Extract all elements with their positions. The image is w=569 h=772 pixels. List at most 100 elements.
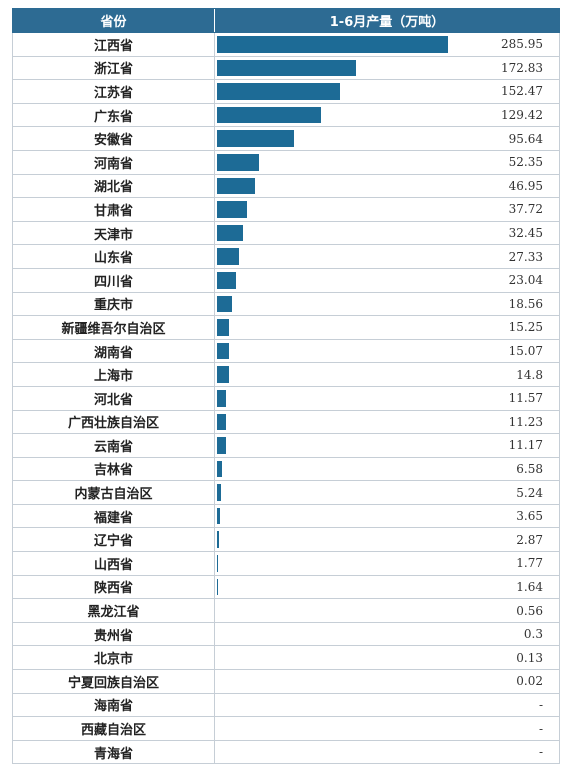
bar	[217, 555, 218, 572]
value-label: -	[538, 697, 543, 712]
value-label: 14.8	[516, 367, 543, 382]
bar-cell: 2.87	[215, 528, 559, 551]
table-row: 浙江省 172.83	[12, 56, 560, 81]
province-label: 甘肃省	[13, 198, 215, 221]
bar-cell: 11.17	[215, 434, 559, 457]
value-label: 0.13	[516, 650, 543, 665]
bar-cell: 6.58	[215, 458, 559, 481]
bar-cell: -	[215, 741, 559, 764]
bar	[217, 578, 218, 596]
province-label: 江苏省	[13, 80, 215, 103]
value-label: 1.77	[516, 556, 543, 571]
value-label: 37.72	[508, 202, 543, 217]
bar-cell: 32.45	[215, 222, 559, 245]
province-label: 天津市	[13, 221, 215, 245]
table-row: 青海省 -	[12, 740, 560, 765]
province-label: 上海市	[13, 363, 215, 386]
table-row: 陕西省 1.64	[12, 575, 560, 600]
header-province: 省份	[13, 9, 215, 32]
bar	[217, 177, 255, 195]
province-label: 宁夏回族自治区	[13, 670, 215, 693]
value-label: 3.65	[516, 509, 543, 524]
header-output: 1-6月产量（万吨）	[329, 15, 445, 30]
value-label: 32.45	[508, 226, 543, 241]
value-label: 11.57	[508, 391, 543, 406]
bar-cell: 1.77	[215, 552, 559, 575]
table-row: 甘肃省 37.72	[12, 198, 560, 222]
bar	[217, 201, 247, 218]
bar	[217, 366, 229, 383]
table-row: 山西省 1.77	[12, 552, 560, 576]
bar-cell: 11.57	[215, 387, 559, 410]
value-label: 5.24	[516, 485, 543, 500]
value-label: 0.56	[516, 603, 543, 618]
province-label: 吉林省	[13, 457, 215, 481]
value-label: 172.83	[501, 60, 543, 75]
province-label: 江西省	[13, 33, 215, 56]
table-row: 四川省 23.04	[12, 268, 560, 293]
bar	[217, 295, 232, 313]
bar	[217, 437, 226, 454]
bar	[217, 130, 294, 147]
table-row: 河南省 52.35	[12, 150, 560, 175]
bar-cell: 23.04	[215, 269, 559, 292]
bar-cell: 5.24	[215, 481, 559, 504]
province-label: 河南省	[13, 150, 215, 174]
bar-cell: 52.35	[215, 151, 559, 174]
province-label: 河北省	[13, 386, 215, 410]
table-row: 安徽省 95.64	[12, 127, 560, 151]
value-label: 2.87	[516, 532, 543, 547]
province-label: 广西壮族自治区	[13, 410, 215, 434]
table-row: 河北省 11.57	[12, 386, 560, 411]
bar-cell: -	[215, 694, 559, 717]
bar	[217, 83, 340, 100]
table-row: 重庆市 18.56	[12, 292, 560, 317]
bar	[217, 36, 448, 53]
value-label: 285.95	[501, 37, 543, 52]
province-label: 广东省	[13, 103, 215, 127]
bar-cell: 0.13	[215, 646, 559, 669]
value-label: 18.56	[508, 296, 543, 311]
value-label: 23.04	[508, 273, 543, 288]
value-label: 152.47	[501, 84, 543, 99]
bar-cell: 172.83	[215, 57, 559, 80]
table-row: 辽宁省 2.87	[12, 528, 560, 553]
bar	[217, 271, 236, 289]
province-label: 安徽省	[13, 127, 215, 150]
province-label: 西藏自治区	[13, 717, 215, 740]
table-row: 吉林省 6.58	[12, 457, 560, 482]
value-label: 6.58	[516, 461, 543, 476]
value-label: -	[538, 745, 543, 760]
table-row: 湖南省 15.07	[12, 339, 560, 364]
bar-cell: 11.23	[215, 411, 559, 434]
bar-cell: 1.64	[215, 576, 559, 599]
province-label: 黑龙江省	[13, 599, 215, 622]
table-header: 省份 1-6月产量（万吨）	[12, 8, 560, 33]
bar-cell: 3.65	[215, 505, 559, 528]
bar	[217, 153, 259, 171]
bar-cell: 18.56	[215, 293, 559, 316]
bar-cell: 27.33	[215, 245, 559, 268]
bar	[217, 342, 229, 360]
data-table: 省份 1-6月产量（万吨） 江西省 285.95 浙江省 172.83 江苏省 152.4…	[12, 8, 560, 765]
table-row: 新疆维吾尔自治区 15.25	[12, 316, 560, 340]
bar	[217, 106, 321, 124]
bar	[217, 224, 243, 242]
bar	[217, 507, 220, 525]
province-label: 山东省	[13, 245, 215, 268]
bar	[217, 413, 226, 431]
province-label: 浙江省	[13, 56, 215, 80]
province-label: 云南省	[13, 434, 215, 457]
table-row: 广西壮族自治区 11.23	[12, 410, 560, 435]
value-label: 0.3	[523, 627, 543, 642]
value-label: 27.33	[508, 249, 543, 264]
bar	[217, 248, 239, 265]
bar	[217, 389, 226, 407]
province-label: 海南省	[13, 693, 215, 717]
province-label: 福建省	[13, 504, 215, 528]
bar-cell: 0.3	[215, 623, 559, 646]
bar-cell: 285.95	[215, 33, 559, 56]
table-row: 内蒙古自治区 5.24	[12, 481, 560, 505]
bar-cell: 14.8	[215, 363, 559, 386]
province-label: 辽宁省	[13, 528, 215, 552]
